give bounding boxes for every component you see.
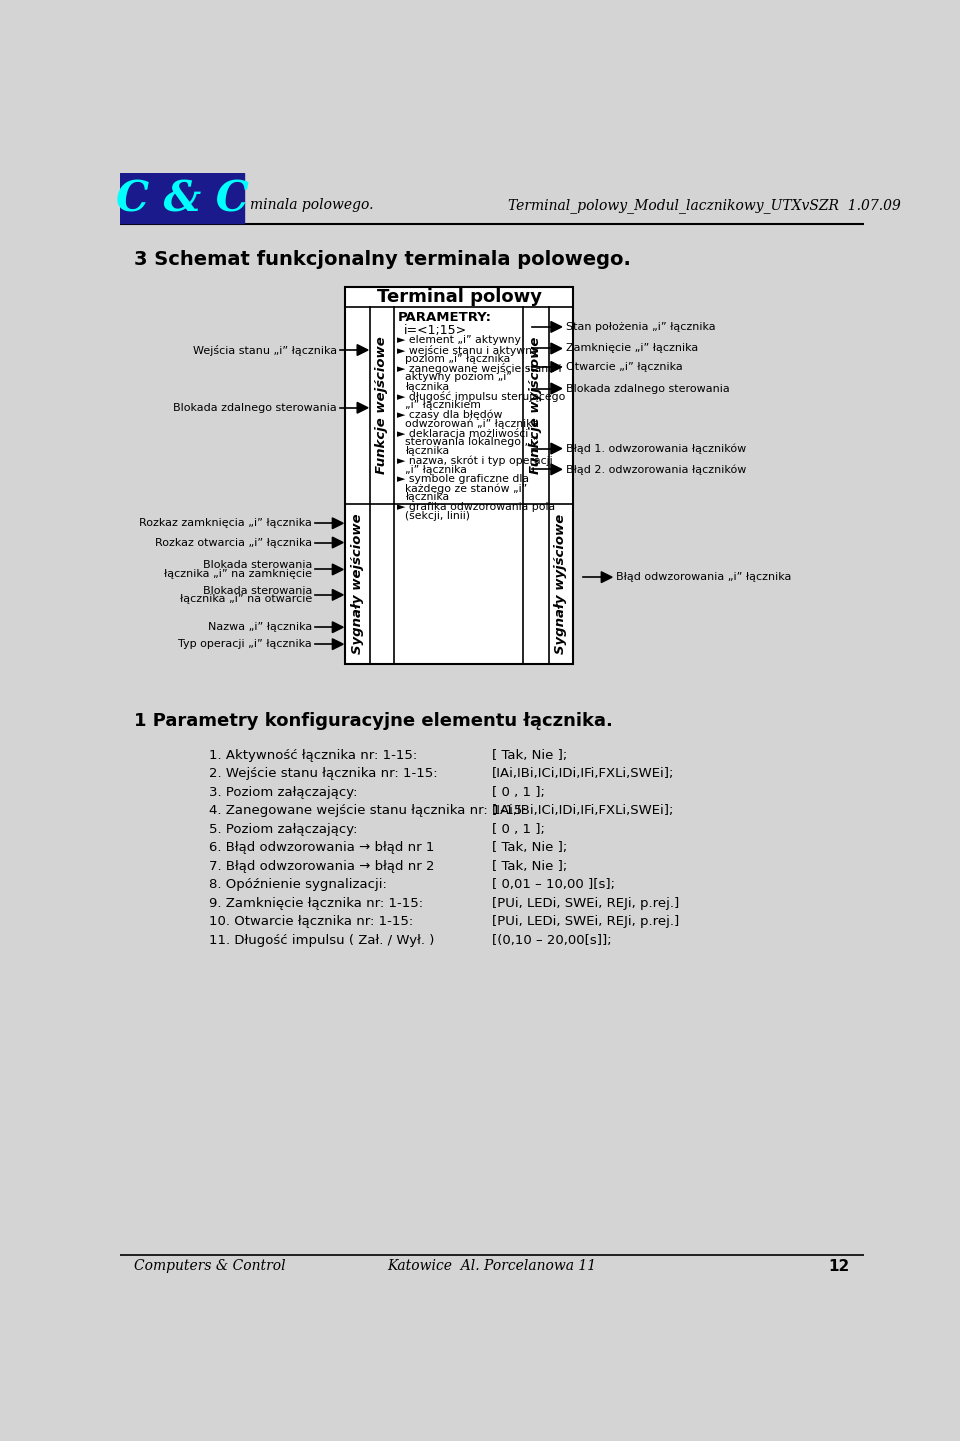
Text: 3. Poziom załączający:: 3. Poziom załączający:	[209, 785, 358, 798]
Text: Nazwa „i” łącznika: Nazwa „i” łącznika	[208, 623, 312, 633]
Text: poziom „i” łącznika: poziom „i” łącznika	[405, 354, 511, 365]
Text: Wejścia stanu „i” łącznika: Wejścia stanu „i” łącznika	[193, 344, 337, 356]
Polygon shape	[332, 623, 344, 633]
Text: 12: 12	[828, 1259, 850, 1274]
Text: łącznika: łącznika	[405, 382, 449, 392]
Polygon shape	[551, 383, 562, 393]
Polygon shape	[551, 362, 562, 372]
Text: Błąd 1. odwzorowania łączników: Błąd 1. odwzorowania łączników	[565, 444, 746, 454]
Text: łącznika: łącznika	[405, 447, 449, 457]
Text: Sygnały wyjściowe: Sygnały wyjściowe	[555, 514, 567, 654]
Text: każdego ze stanów „i”: każdego ze stanów „i”	[405, 483, 527, 494]
Text: 4. Zanegowane wejście stanu łącznika nr: 1-15:: 4. Zanegowane wejście stanu łącznika nr:…	[209, 804, 527, 817]
Text: ► symbole graficzne dla: ► symbole graficzne dla	[397, 474, 530, 484]
Text: ► element „i” aktywny: ► element „i” aktywny	[397, 336, 521, 346]
Polygon shape	[332, 638, 344, 650]
Bar	[120, 173, 244, 223]
Text: Zamknięcie „i” łącznika: Zamknięcie „i” łącznika	[565, 343, 698, 353]
Polygon shape	[551, 464, 562, 474]
Text: Katowice  Al. Porcelanowa 11: Katowice Al. Porcelanowa 11	[388, 1259, 596, 1274]
Text: Terminal_polowy_Modul_lacznikowy_UTXvSZR  1.07.09: Terminal_polowy_Modul_lacznikowy_UTXvSZR…	[508, 197, 900, 213]
Text: „i” łącznika: „i” łącznika	[405, 465, 468, 474]
Text: [(0,10 – 20,00[s]];: [(0,10 – 20,00[s]];	[492, 934, 612, 947]
Text: [IAi,IBi,ICi,IDi,IFi,FXLi,SWEi];: [IAi,IBi,ICi,IDi,IFi,FXLi,SWEi];	[492, 804, 674, 817]
Text: Funkcje wyjściowe: Funkcje wyjściowe	[529, 337, 542, 474]
Text: 7. Błąd odwzorowania → błąd nr 2: 7. Błąd odwzorowania → błąd nr 2	[209, 860, 435, 873]
Text: (sekcji, linii): (sekcji, linii)	[405, 512, 470, 522]
Text: Terminal polowy: Terminal polowy	[376, 288, 541, 305]
Text: [ Tak, Nie ];: [ Tak, Nie ];	[492, 842, 567, 855]
Text: Stan położenia „i” łącznika: Stan położenia „i” łącznika	[565, 321, 715, 331]
Text: ► deklaracja możliwości: ► deklaracja możliwości	[397, 428, 529, 440]
Text: łącznika: łącznika	[405, 493, 449, 503]
Text: aktywny poziom „i”: aktywny poziom „i”	[405, 372, 512, 382]
Text: łącznika „i” na otwarcie: łącznika „i” na otwarcie	[180, 594, 312, 604]
Text: łącznika „i” na zamknięcie: łącznika „i” na zamknięcie	[164, 569, 312, 579]
Text: Błąd odwzorowania „i” łącznika: Błąd odwzorowania „i” łącznika	[616, 572, 791, 582]
Text: ► długość impulsu sterującego: ► długość impulsu sterującego	[397, 391, 565, 402]
Text: [PUi, LEDi, SWEi, REJi, p.rej.]: [PUi, LEDi, SWEi, REJi, p.rej.]	[492, 896, 680, 909]
Text: PARAMETRY:: PARAMETRY:	[397, 311, 492, 324]
Polygon shape	[551, 321, 562, 333]
Text: [ 0 , 1 ];: [ 0 , 1 ];	[492, 823, 545, 836]
Polygon shape	[357, 402, 368, 414]
Text: 10. Otwarcie łącznika nr: 1-15:: 10. Otwarcie łącznika nr: 1-15:	[209, 915, 414, 928]
Text: ► czasy dla błędów: ► czasy dla błędów	[397, 409, 503, 419]
Text: Otwarcie „i” łącznika: Otwarcie „i” łącznika	[565, 362, 683, 372]
Text: 1. Aktywność łącznika nr: 1-15:: 1. Aktywność łącznika nr: 1-15:	[209, 749, 418, 762]
Text: [PUi, LEDi, SWEi, REJi, p.rej.]: [PUi, LEDi, SWEi, REJi, p.rej.]	[492, 915, 680, 928]
Text: Sygnały wejściowe: Sygnały wejściowe	[350, 514, 364, 654]
Text: Blokada sterowania: Blokada sterowania	[203, 561, 312, 571]
Text: 6. Błąd odwzorowania → błąd nr 1: 6. Błąd odwzorowania → błąd nr 1	[209, 842, 435, 855]
Polygon shape	[332, 517, 344, 529]
Text: odwzorowań „i” łącznika: odwzorowań „i” łącznika	[405, 418, 540, 429]
Polygon shape	[551, 343, 562, 354]
Text: i=<1;15>: i=<1;15>	[403, 324, 467, 337]
Text: [ Tak, Nie ];: [ Tak, Nie ];	[492, 860, 567, 873]
Text: ► wejście stanu i aktywny: ► wejście stanu i aktywny	[397, 344, 539, 356]
Text: ► zanegowane wejście stanu i: ► zanegowane wejście stanu i	[397, 363, 562, 375]
Bar	[345, 287, 573, 664]
Text: Blokada sterowania: Blokada sterowania	[203, 585, 312, 595]
Text: 5. Poziom załączający:: 5. Poziom załączający:	[209, 823, 358, 836]
Polygon shape	[551, 444, 562, 454]
Text: Błąd 2. odwzorowania łączników: Błąd 2. odwzorowania łączników	[565, 464, 746, 474]
Text: 3 Schemat funkcjonalny terminala polowego.: 3 Schemat funkcjonalny terminala poloweg…	[134, 249, 631, 269]
Text: Funkcje wejściowe: Funkcje wejściowe	[375, 337, 389, 474]
Text: ► nazwa, skrót i typ operacji: ► nazwa, skrót i typ operacji	[397, 455, 553, 465]
Text: Blokada zdalnego sterowania: Blokada zdalnego sterowania	[173, 403, 337, 412]
Text: [ 0,01 – 10,00 ][s];: [ 0,01 – 10,00 ][s];	[492, 878, 615, 891]
Text: ► grafika odwzorowania pola: ► grafika odwzorowania pola	[397, 501, 556, 512]
Polygon shape	[332, 537, 344, 548]
Polygon shape	[332, 563, 344, 575]
Text: [ 0 , 1 ];: [ 0 , 1 ];	[492, 785, 545, 798]
Text: Rozkaz otwarcia „i” łącznika: Rozkaz otwarcia „i” łącznika	[156, 537, 312, 548]
Text: C & C: C & C	[115, 179, 249, 220]
Polygon shape	[357, 344, 368, 356]
Text: Computers & Control: Computers & Control	[134, 1259, 285, 1274]
Text: Rozkaz zamknięcia „i” łącznika: Rozkaz zamknięcia „i” łącznika	[139, 519, 312, 529]
Text: Typ operacji „i” łącznika: Typ operacji „i” łącznika	[179, 640, 312, 648]
Text: 2. Wejście stanu łącznika nr: 1-15:: 2. Wejście stanu łącznika nr: 1-15:	[209, 768, 438, 781]
Text: 11. Długość impulsu ( Zał. / Wył. ): 11. Długość impulsu ( Zał. / Wył. )	[209, 934, 435, 947]
Text: [IAi,IBi,ICi,IDi,IFi,FXLi,SWEi];: [IAi,IBi,ICi,IDi,IFi,FXLi,SWEi];	[492, 768, 674, 781]
Polygon shape	[601, 572, 612, 582]
Polygon shape	[332, 589, 344, 601]
Text: Blokada zdalnego sterowania: Blokada zdalnego sterowania	[565, 383, 730, 393]
Text: 9. Zamknięcie łącznika nr: 1-15:: 9. Zamknięcie łącznika nr: 1-15:	[209, 896, 423, 909]
Text: 1 Parametry konfiguracyjne elementu łącznika.: 1 Parametry konfiguracyjne elementu łącz…	[134, 712, 612, 731]
Text: sterowania lokalnego „i”: sterowania lokalnego „i”	[405, 437, 539, 447]
Text: [ Tak, Nie ];: [ Tak, Nie ];	[492, 749, 567, 762]
Text: „i” łącznikiem: „i” łącznikiem	[405, 401, 481, 411]
Text: minala polowego.: minala polowego.	[251, 199, 373, 212]
Text: 8. Opóźnienie sygnalizacji:: 8. Opóźnienie sygnalizacji:	[209, 878, 387, 891]
